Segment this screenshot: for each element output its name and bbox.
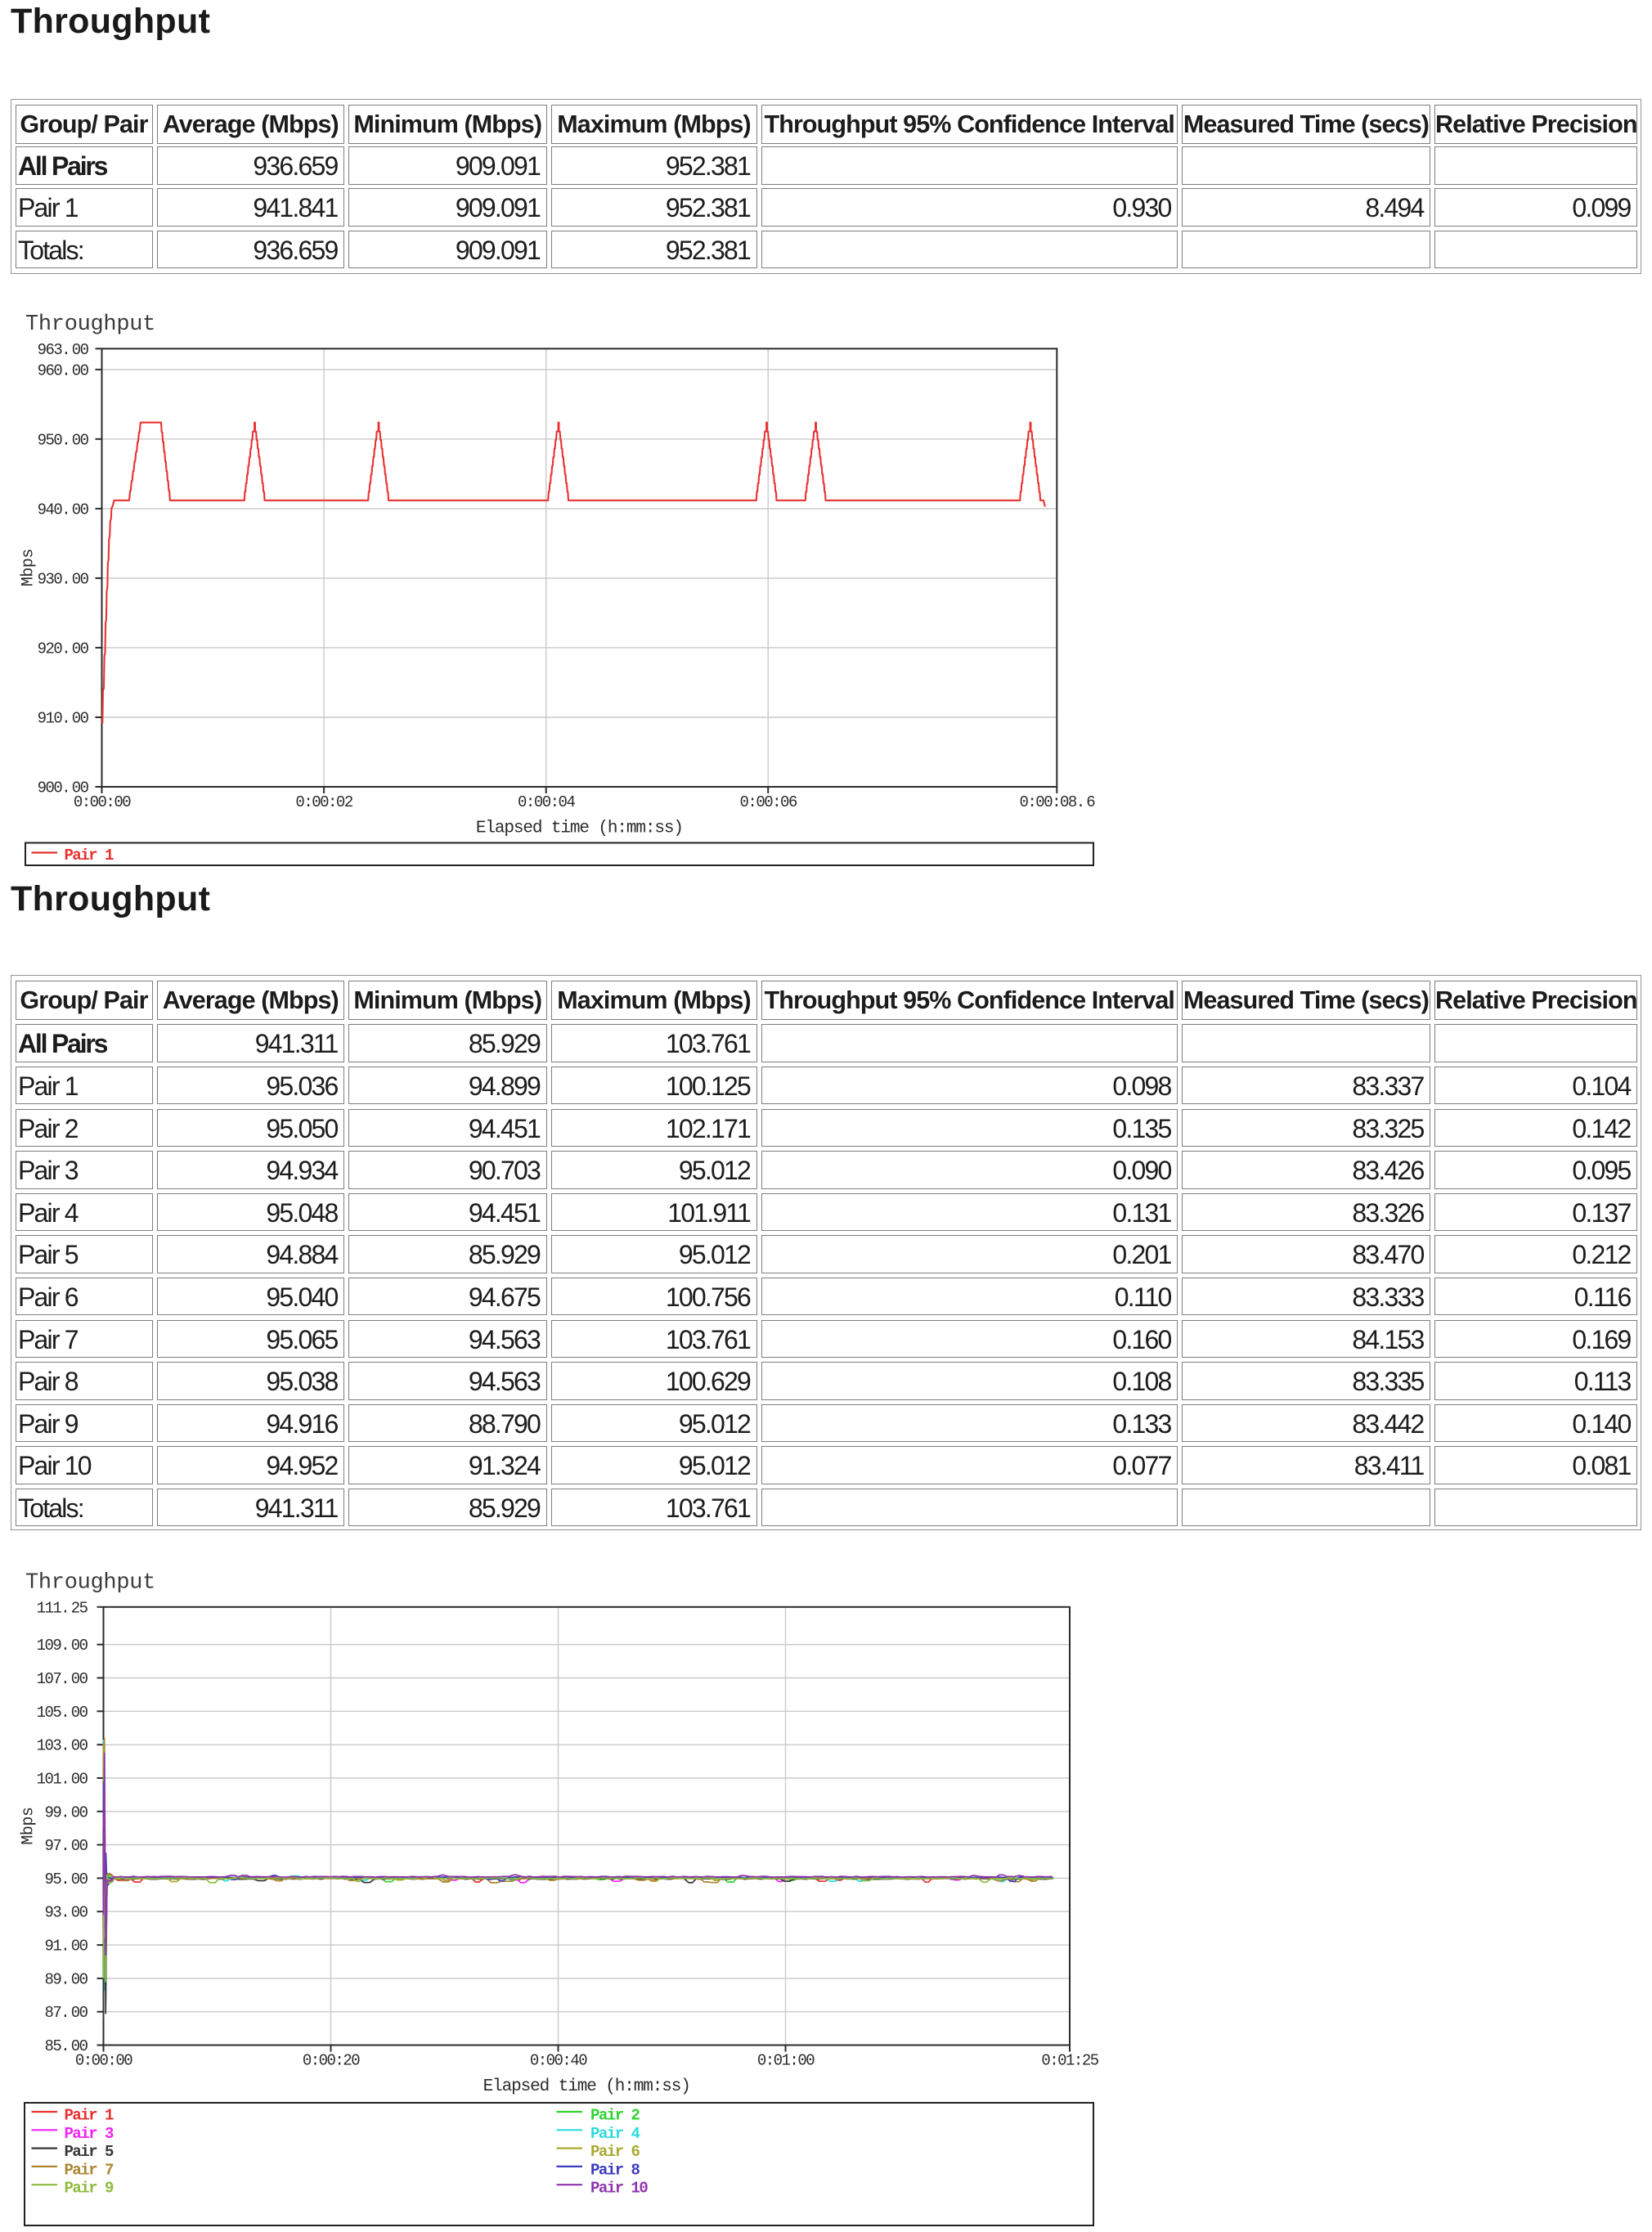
svg-text:Pair 10: Pair 10 [590, 2180, 648, 2198]
svg-text:Elapsed time (h:mm:ss): Elapsed time (h:mm:ss) [476, 820, 683, 838]
svg-text:89.00: 89. 00 [44, 1970, 88, 1988]
svg-text:0:00:20: 0:00:20 [303, 2052, 360, 2070]
svg-text:Throughput: Throughput [25, 1571, 155, 1596]
svg-text:Throughput: Throughput [25, 312, 155, 337]
svg-text:0:00:00: 0:00:00 [74, 793, 131, 811]
svg-text:0:00:02: 0:00:02 [295, 793, 352, 811]
svg-text:93.00: 93. 00 [44, 1904, 88, 1922]
svg-text:101.00: 101. 00 [37, 1771, 88, 1789]
svg-text:Pair 8: Pair 8 [590, 2161, 640, 2179]
svg-text:900.00: 900. 00 [38, 779, 89, 797]
svg-text:105.00: 105. 00 [37, 1704, 88, 1722]
svg-text:103.00: 103. 00 [37, 1737, 88, 1755]
svg-text:Pair 6: Pair 6 [590, 2143, 640, 2161]
svg-text:Pair 9: Pair 9 [65, 2180, 114, 2198]
svg-text:950.00: 950. 00 [38, 431, 89, 449]
svg-text:930.00: 930. 00 [38, 570, 89, 588]
svg-text:111.25: 111. 25 [37, 1599, 88, 1617]
svg-text:0:00:00: 0:00:00 [75, 2052, 132, 2070]
svg-text:0:00:04: 0:00:04 [518, 793, 575, 811]
svg-text:Elapsed time (h:mm:ss): Elapsed time (h:mm:ss) [483, 2077, 690, 2096]
svg-text:Mbps: Mbps [20, 1808, 38, 1845]
svg-text:920.00: 920. 00 [38, 640, 89, 658]
svg-text:Pair 5: Pair 5 [65, 2143, 114, 2161]
svg-text:87.00: 87. 00 [44, 2004, 88, 2022]
svg-text:Pair 7: Pair 7 [65, 2161, 114, 2179]
svg-text:85.00: 85. 00 [44, 2037, 88, 2055]
svg-text:0:01:25: 0:01:25 [1041, 2052, 1098, 2070]
svg-text:97.00: 97. 00 [44, 1837, 88, 1855]
svg-text:960.00: 960. 00 [38, 362, 89, 379]
svg-text:Pair 1: Pair 1 [65, 2107, 114, 2125]
svg-text:0:01:00: 0:01:00 [757, 2052, 815, 2070]
svg-text:91.00: 91. 00 [44, 1938, 88, 1956]
svg-text:0:00:40: 0:00:40 [530, 2052, 587, 2070]
svg-text:940.00: 940. 00 [38, 501, 89, 519]
svg-text:Mbps: Mbps [20, 549, 38, 586]
svg-text:Pair 2: Pair 2 [590, 2107, 640, 2125]
svg-text:910.00: 910. 00 [38, 710, 89, 728]
svg-text:107.00: 107. 00 [37, 1670, 88, 1688]
svg-text:109.00: 109. 00 [37, 1637, 88, 1655]
svg-text:99.00: 99. 00 [44, 1803, 88, 1821]
svg-text:0:00:08.6: 0:00:08. 6 [1019, 793, 1095, 811]
svg-text:95.00: 95. 00 [44, 1870, 88, 1888]
svg-text:Pair 1: Pair 1 [65, 847, 114, 865]
svg-text:Pair 4: Pair 4 [590, 2125, 640, 2143]
svg-text:Pair 3: Pair 3 [65, 2125, 114, 2143]
svg-text:963.00: 963. 00 [38, 341, 89, 359]
svg-text:0:00:06: 0:00:06 [740, 793, 797, 811]
